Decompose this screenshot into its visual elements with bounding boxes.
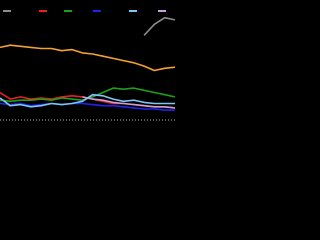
chart	[0, 0, 175, 130]
page: {"chart_data":{"type":"line","x":[0,1,2,…	[0, 0, 175, 130]
series-line	[143, 16, 175, 36]
series-line	[0, 102, 175, 111]
series-line	[0, 44, 175, 72]
background	[0, 0, 175, 130]
series-line	[82, 96, 175, 109]
